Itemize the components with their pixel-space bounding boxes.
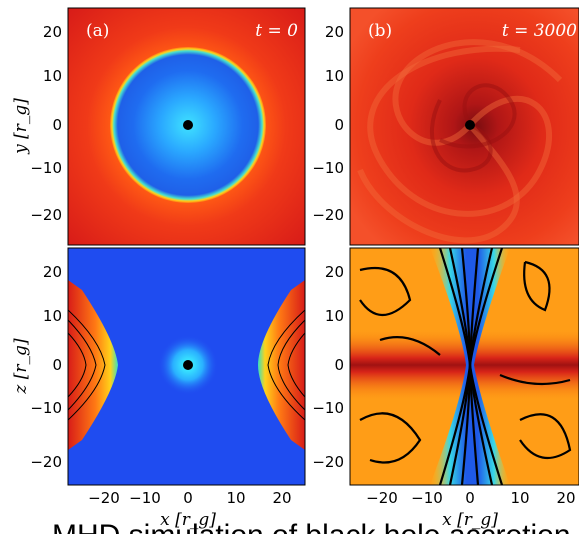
panel-a-label: (a)	[86, 21, 109, 41]
svg-text:20: 20	[272, 489, 291, 507]
svg-text:20: 20	[43, 263, 62, 281]
z-axis-label-bottom: z [r_g]	[11, 338, 31, 395]
svg-text:20: 20	[325, 23, 344, 41]
svg-text:0: 0	[334, 356, 344, 374]
panel-a-time: t = 0	[255, 21, 298, 41]
svg-text:−20: −20	[366, 489, 398, 507]
panel-b-label: (b)	[368, 21, 392, 41]
svg-text:10: 10	[325, 307, 344, 325]
svg-text:−20: −20	[88, 489, 120, 507]
panel-b-time: t = 3000	[502, 21, 577, 41]
svg-text:−10: −10	[30, 399, 62, 417]
x-axis-label-right: x [r_g]	[442, 510, 498, 530]
panel-a-bottom	[68, 248, 305, 485]
svg-text:10: 10	[325, 67, 344, 85]
svg-text:10: 10	[510, 489, 529, 507]
panel-b-top	[350, 8, 579, 245]
y-axis-label-top: y [r_g]	[11, 98, 31, 155]
panel-a-top	[68, 8, 305, 245]
svg-text:−20: −20	[312, 206, 344, 224]
svg-text:−20: −20	[312, 453, 344, 471]
svg-text:10: 10	[43, 67, 62, 85]
black-hole-marker	[465, 120, 475, 130]
black-hole-marker	[183, 360, 193, 370]
svg-text:0: 0	[183, 489, 193, 507]
svg-text:−20: −20	[30, 206, 62, 224]
svg-text:10: 10	[43, 307, 62, 325]
svg-text:20: 20	[325, 263, 344, 281]
svg-text:−10: −10	[30, 159, 62, 177]
panel-b-bottom	[350, 248, 579, 485]
svg-text:−10: −10	[411, 489, 443, 507]
svg-text:−10: −10	[312, 159, 344, 177]
svg-text:20: 20	[556, 489, 575, 507]
svg-text:0: 0	[52, 116, 62, 134]
svg-text:0: 0	[52, 356, 62, 374]
svg-text:10: 10	[226, 489, 245, 507]
black-hole-marker	[183, 120, 193, 130]
svg-text:−10: −10	[129, 489, 161, 507]
svg-text:20: 20	[43, 23, 62, 41]
svg-text:−10: −10	[312, 399, 344, 417]
y-ticks-top: 20 10 0 −10 −20 20 10 0 −10 −20	[30, 23, 344, 224]
x-axis-label-left: x [r_g]	[160, 510, 216, 530]
caption-text: MHD simulation of black hole accretion	[52, 519, 571, 534]
svg-text:−20: −20	[30, 453, 62, 471]
y-ticks-bottom: 20 10 0 −10 −20 20 10 0 −10 −20	[30, 263, 344, 471]
svg-text:0: 0	[334, 116, 344, 134]
x-ticks: −20 −10 0 10 20 −20 −10 0 10 20	[88, 489, 575, 507]
svg-text:0: 0	[465, 489, 475, 507]
